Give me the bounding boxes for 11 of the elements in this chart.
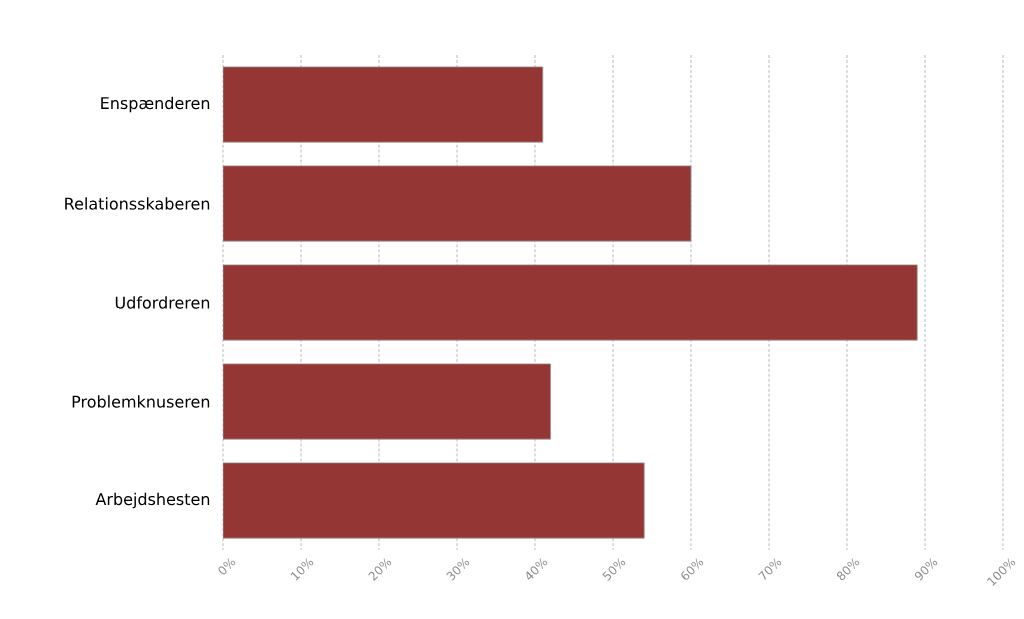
bar xyxy=(223,66,544,143)
y-tick-label: Problemknuseren xyxy=(72,395,210,408)
y-tick-label: Arbejdshesten xyxy=(95,492,210,509)
bar xyxy=(223,165,692,242)
x-tick-label: 0% xyxy=(218,558,236,575)
y-tick-label: Udfordreren xyxy=(115,296,210,309)
bar xyxy=(223,363,552,440)
bar xyxy=(223,462,645,539)
y-tick-label: Enspænderen xyxy=(101,96,210,113)
bar xyxy=(223,264,918,341)
y-tick-label: Relationsskaberen xyxy=(65,197,210,210)
